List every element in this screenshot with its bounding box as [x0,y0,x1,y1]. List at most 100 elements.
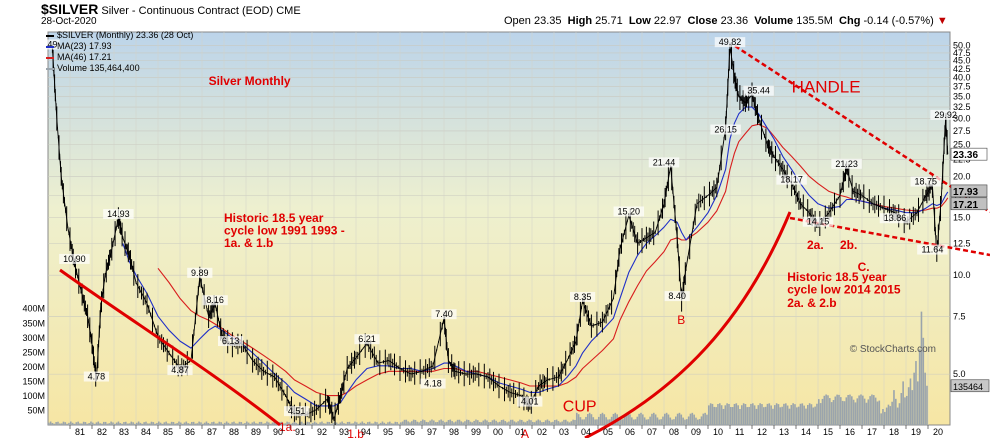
volume-bar [676,413,679,425]
volume-bar [609,419,611,425]
volume-bar [343,423,345,425]
open-value: 23.35 [533,15,562,27]
volume-tick-label: 150M [22,376,45,386]
y-tick-label: 30.0 [953,113,971,123]
volume-bar [106,423,109,425]
volume-bar [315,422,318,425]
volume-bar [489,422,492,425]
volume-bar [484,419,486,425]
volume-tick-label: 400M [22,304,45,314]
volume-bar [574,419,576,425]
volume-bar [550,422,552,425]
volume-bar [466,419,468,425]
volume-bar [181,423,184,425]
x-tick-label: 83 [119,427,129,437]
volume-bar [429,420,431,425]
peak-label: 18.17 [780,175,803,185]
volume-bar [733,403,736,425]
volume-bar [317,423,320,425]
peak-label-bg [103,209,134,220]
volume-bar [185,421,188,425]
x-axis: 81 82 83 84 85 86 87 88 89 90 91 92 93 94 95 96 97 98 99 00… [69,425,943,437]
volume-bar [625,413,628,425]
volume-bar [445,421,448,425]
volume-bar [286,421,288,425]
legend-ma46-label: MA(46) 17.21 [57,52,112,62]
annotation-text: 1.b [347,427,364,438]
volume-bar [834,396,837,425]
volume-bar [592,417,595,425]
volume-bar [378,423,380,425]
x-tick-label: 16 [845,427,855,437]
volume-bar [669,417,672,425]
volume-bar [508,421,510,425]
volume-bar [693,414,695,425]
chg-value: -0.14 (-0.57%) [863,15,934,27]
volume-bar [636,416,639,425]
volume-bar [367,422,369,425]
volume-bar [770,405,772,425]
annotation-text: cycle low 1991 1993 - [224,224,345,238]
volume-label: Volume [754,15,794,27]
peak-label-bg [710,124,741,135]
y-tick-label: 50.0 [953,41,971,51]
volume-bar [255,423,257,425]
volume-bar [77,421,79,425]
volume-bar [543,422,545,425]
volume-bar [390,423,393,425]
volume-bar [532,421,534,425]
volume-bar [167,423,169,425]
volume-bar [902,381,904,425]
volume-bar [502,419,505,425]
volume-bar [392,423,395,425]
x-tick-label: 84 [141,427,151,437]
volume-bar [297,423,299,425]
volume-bar [715,407,717,425]
volume-bar [803,405,805,425]
volume-bar [438,420,441,425]
peak-label-bg [517,396,543,407]
price-tag-bg [950,184,988,198]
volume-bar [202,423,204,425]
volume-bar [370,423,373,425]
volume-bar [565,419,567,425]
volume-bar [238,421,241,425]
volume-bar [139,422,142,425]
volume-bar [682,417,684,425]
volume-bar [273,421,276,425]
y-tick-label: 45.0 [953,56,971,66]
ohlc-bar: Open 23.35 High 25.71 Low 22.97 Close 23… [504,15,948,27]
volume-bar [176,423,178,425]
low-label: Low [628,15,651,27]
volume-bar [687,416,690,425]
volume-bar [332,423,334,425]
volume-bars [48,311,928,425]
peak-label: 10.90 [63,254,86,264]
y-tick-label: 32.5 [953,102,971,112]
volume-bar [724,405,727,425]
price-tag-bg [950,197,988,211]
legend-main-label: $SILVER (Monthly) 23.36 (28 Oct) [57,30,194,40]
volume-bar [893,390,895,425]
volume-bar [555,419,558,425]
volume-bar [431,419,433,425]
volume-bar [869,396,871,425]
volume-bar [528,419,530,425]
volume-bar [808,403,811,425]
peak-label: 4.51 [288,406,306,416]
peak-label: 11.64 [921,245,943,255]
volume-bar [917,381,919,425]
volume-bar [832,400,835,425]
volume-bar [451,421,453,425]
volume-bar [60,423,63,425]
volume-bar [306,421,309,425]
volume-bar [209,423,211,425]
volume-bar [891,401,893,425]
peak-label: 29.92 [934,110,957,120]
volume-bar [359,422,362,425]
x-tick-label: 00 [493,427,503,437]
volume-bar [233,421,235,425]
volume-bar [104,421,107,425]
volume-bar [427,422,430,425]
volume-bar [843,401,846,425]
